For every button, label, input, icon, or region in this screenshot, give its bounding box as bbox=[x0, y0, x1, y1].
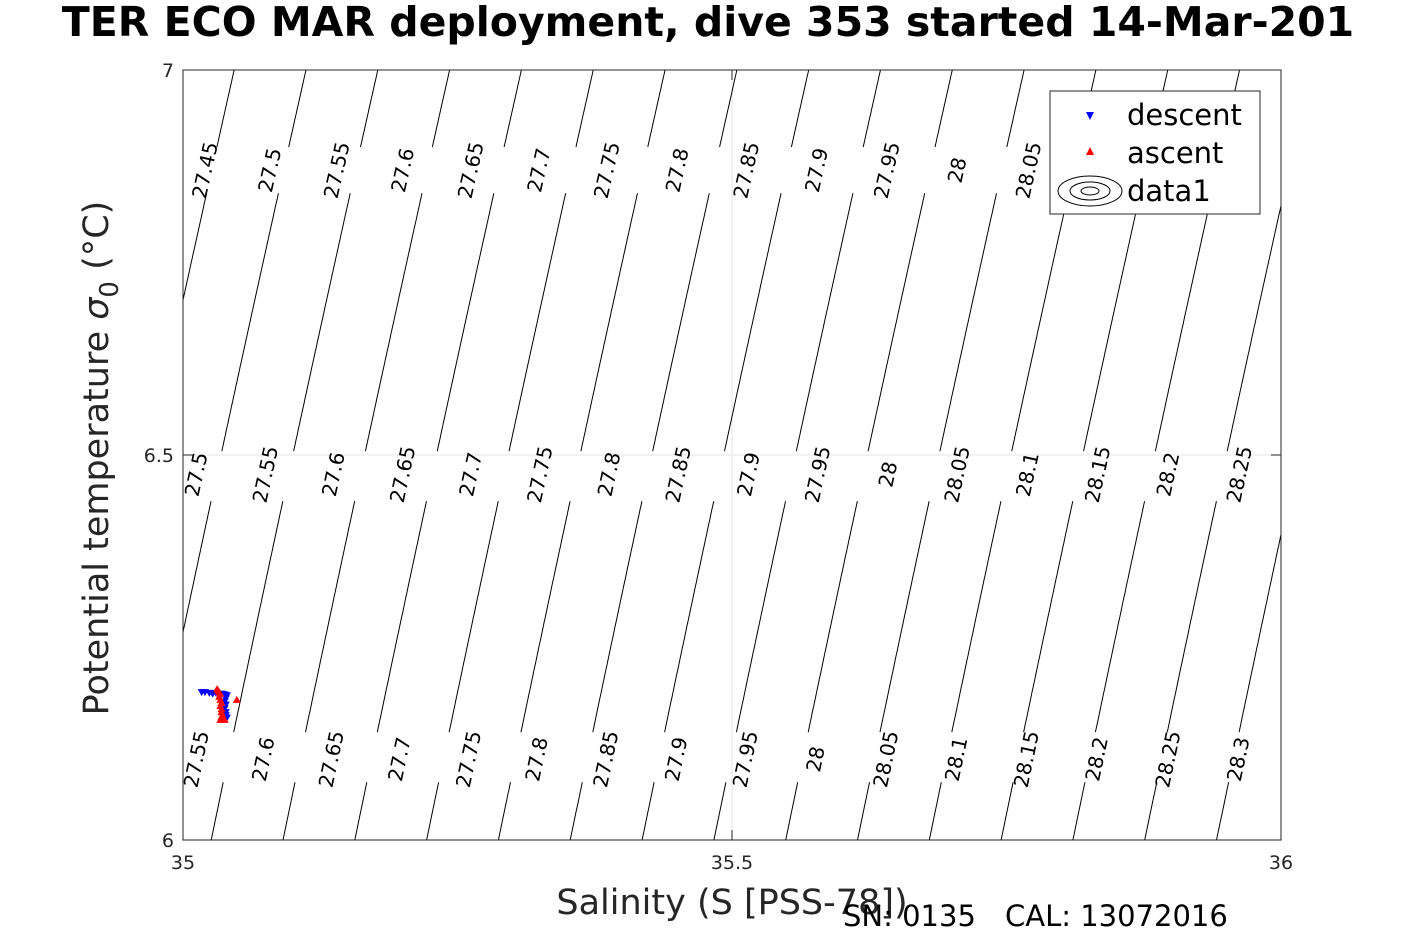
contour-28.05 bbox=[857, 70, 1025, 840]
legend-box bbox=[1049, 90, 1261, 215]
y-axis-label-sigma: σ bbox=[77, 296, 117, 320]
contour-27.65 bbox=[282, 70, 451, 840]
x-axis-label: Salinity (S [PSS-78]) bbox=[556, 883, 907, 923]
y-axis-label-main: Potential temperature bbox=[77, 320, 117, 716]
x-tick-label: 35 bbox=[171, 852, 195, 874]
y-tick-label: 6 bbox=[162, 830, 174, 852]
legend-ascent-label: ascent bbox=[1127, 136, 1223, 170]
contour-28.3 bbox=[1216, 532, 1281, 840]
contour-28 bbox=[785, 70, 953, 840]
legend-contour-icon bbox=[1057, 175, 1123, 207]
contour-27.6 bbox=[210, 70, 379, 840]
contour-27.9 bbox=[641, 70, 810, 840]
legend-descent-label: descent bbox=[1127, 98, 1242, 132]
legend-descent-marker bbox=[1086, 112, 1094, 120]
x-tick-label: 36 bbox=[1269, 852, 1293, 874]
contour-label: 28 bbox=[873, 459, 902, 489]
contour-28.4 bbox=[1360, 70, 1417, 840]
contour-label: 28 bbox=[943, 155, 972, 185]
contour-27.8 bbox=[497, 70, 666, 840]
chart-title: TER ECO MAR deployment, dive 353 started… bbox=[61, 0, 1355, 46]
legend-ascent-marker bbox=[1086, 147, 1094, 155]
axis-ticks: 35 35.5 36 6 6.5 7 bbox=[144, 60, 1293, 874]
serial-number: SN: 0135 bbox=[843, 899, 976, 933]
x-tick-label: 35.5 bbox=[711, 852, 753, 874]
data-points bbox=[197, 685, 241, 723]
contour-28.35 bbox=[1288, 70, 1417, 840]
y-axis-label: Potential temperature σ0 (°C) bbox=[77, 201, 125, 716]
calibration-date: CAL: 13072016 bbox=[1005, 899, 1228, 933]
contour-27.75 bbox=[426, 70, 594, 840]
contour-27.85 bbox=[569, 70, 738, 840]
y-tick-label: 6.5 bbox=[144, 445, 174, 467]
y-axis-label-subscript: 0 bbox=[95, 281, 125, 298]
grid-lines bbox=[183, 70, 1281, 840]
contour-27.95 bbox=[713, 70, 881, 840]
contour-27.55 bbox=[183, 70, 307, 635]
svg-text:Potential temperature σ0 (°C): Potential temperature σ0 (°C) bbox=[77, 201, 125, 716]
legend: descent ascent data1 bbox=[1049, 90, 1261, 215]
y-tick-label: 7 bbox=[162, 60, 174, 82]
contour-28.25 bbox=[1144, 203, 1281, 840]
contour-label: 28 bbox=[801, 744, 830, 774]
density-contours bbox=[183, 70, 1417, 840]
y-axis-label-unit: (°C) bbox=[77, 201, 117, 281]
contour-27.5 bbox=[183, 70, 235, 303]
contour-27.7 bbox=[354, 70, 522, 840]
legend-data1-label: data1 bbox=[1127, 174, 1211, 208]
ascent-point bbox=[232, 695, 241, 703]
ascent-point bbox=[216, 715, 225, 723]
